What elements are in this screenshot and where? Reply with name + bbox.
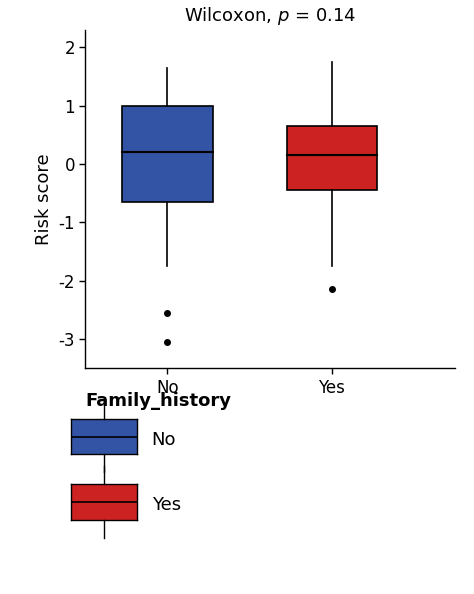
Text: No: No <box>152 431 176 448</box>
Bar <box>287 126 377 190</box>
Y-axis label: Risk score: Risk score <box>35 153 53 245</box>
Text: Yes: Yes <box>152 496 181 514</box>
Text: Family_history: Family_history <box>85 392 231 410</box>
Bar <box>122 106 213 202</box>
Title: Wilcoxon, $p$ = 0.14: Wilcoxon, $p$ = 0.14 <box>184 5 356 27</box>
